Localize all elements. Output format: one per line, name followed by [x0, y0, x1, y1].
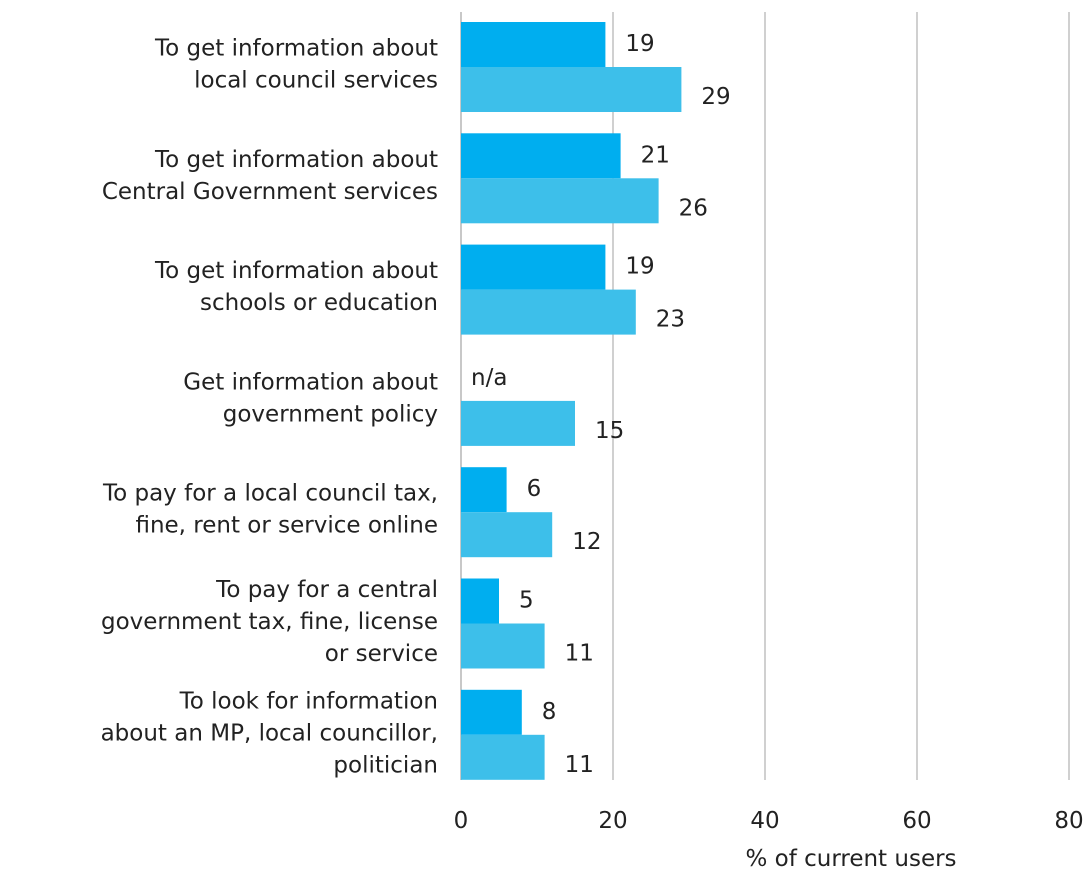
value-label-cat4-series2: 15	[595, 418, 624, 444]
bar-cat5-series2	[461, 512, 553, 558]
category-labels: To get information about local council se…	[101, 36, 438, 779]
category-label-7-line-3: politician	[333, 752, 438, 778]
category-label-2-line-2: Central Government services	[102, 179, 438, 205]
bar-cat2-series1	[461, 133, 621, 179]
value-labels: 19 29 21 26 19 23 n/a 15 6 12 5 11 8 11	[471, 31, 731, 778]
x-tick-label-60: 60	[902, 808, 931, 834]
category-label-3-line-1: To get information about	[154, 258, 438, 284]
bars	[461, 22, 682, 780]
bar-cat3-series1	[461, 244, 606, 290]
x-tick-label-80: 80	[1054, 808, 1083, 834]
x-tick-labels: 0 20 40 60 80	[454, 808, 1084, 834]
bar-cat6-series1	[461, 578, 499, 624]
category-label-7-line-2: about an MP, local councillor,	[101, 720, 438, 746]
category-label-2-line-1: To get information about	[154, 147, 438, 173]
value-label-cat3-series2: 23	[656, 307, 685, 333]
category-label-4-line-2: government policy	[223, 401, 438, 427]
value-label-cat1-series1: 19	[625, 31, 654, 57]
category-label-1-line-1: To get information about	[154, 36, 438, 62]
bar-cat4-series2	[461, 400, 575, 446]
value-label-cat3-series1: 19	[625, 254, 654, 280]
gridlines	[460, 12, 1070, 780]
category-label-6-line-1: To pay for a central	[215, 577, 438, 603]
value-label-cat7-series1: 8	[542, 699, 557, 725]
bar-cat5-series1	[461, 467, 507, 513]
value-label-cat2-series1: 21	[641, 142, 670, 168]
category-label-7-line-1: To look for information	[179, 688, 438, 714]
value-label-cat6-series1: 5	[519, 588, 534, 614]
x-tick-label-0: 0	[454, 808, 469, 834]
bar-cat7-series1	[461, 689, 522, 735]
bar-cat6-series2	[461, 623, 545, 669]
value-label-cat5-series1: 6	[527, 476, 542, 502]
bar-cat1-series2	[461, 67, 682, 112]
x-axis-title: % of current users	[745, 846, 956, 870]
x-tick-label-40: 40	[750, 808, 779, 834]
value-label-cat4-series1: n/a	[471, 365, 507, 391]
value-label-cat6-series2: 11	[565, 641, 594, 667]
bar-cat3-series2	[461, 289, 636, 335]
value-label-cat2-series2: 26	[679, 195, 708, 221]
value-label-cat5-series2: 12	[572, 529, 601, 555]
category-label-3-line-2: schools or education	[200, 290, 438, 316]
category-label-6-line-3: or service	[325, 641, 438, 667]
category-label-6-line-2: government tax, fine, license	[101, 609, 438, 635]
bar-cat1-series1	[461, 22, 606, 67]
x-tick-label-20: 20	[598, 808, 627, 834]
bar-cat7-series2	[461, 734, 545, 780]
category-label-4-line-1: Get information about	[183, 369, 438, 395]
category-label-1-line-2: local council services	[194, 68, 438, 94]
bar-cat2-series2	[461, 178, 659, 224]
value-label-cat7-series2: 11	[565, 752, 594, 778]
value-label-cat1-series2: 29	[701, 84, 730, 110]
category-label-5-line-2: fine, rent or service online	[135, 513, 438, 539]
category-label-5-line-1: To pay for a local council tax,	[102, 481, 438, 507]
